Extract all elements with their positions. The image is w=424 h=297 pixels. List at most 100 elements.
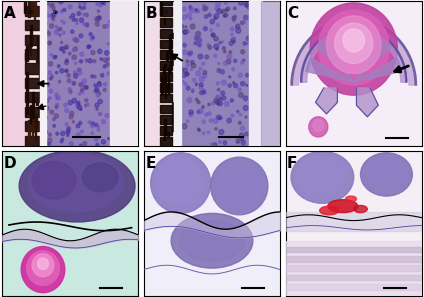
Ellipse shape	[367, 157, 405, 189]
Circle shape	[91, 50, 95, 55]
Circle shape	[52, 18, 55, 20]
Bar	[167, 132, 169, 136]
Circle shape	[47, 14, 50, 17]
Circle shape	[49, 89, 53, 93]
Bar	[39, 60, 40, 78]
Circle shape	[89, 33, 92, 36]
Circle shape	[220, 70, 223, 73]
Circle shape	[197, 101, 200, 104]
Circle shape	[56, 27, 60, 31]
Circle shape	[335, 23, 373, 64]
Bar	[172, 118, 174, 131]
Circle shape	[241, 61, 244, 64]
Ellipse shape	[19, 150, 135, 222]
Circle shape	[213, 118, 218, 123]
Circle shape	[204, 27, 207, 31]
Circle shape	[186, 60, 189, 63]
Circle shape	[202, 7, 206, 11]
Bar	[160, 7, 173, 16]
Bar	[173, 54, 175, 65]
Circle shape	[67, 73, 70, 77]
Bar	[30, 105, 31, 123]
Circle shape	[75, 62, 77, 64]
Circle shape	[187, 51, 192, 56]
Circle shape	[239, 93, 243, 97]
Circle shape	[93, 75, 96, 78]
Circle shape	[204, 15, 208, 18]
Circle shape	[27, 251, 59, 285]
Bar	[31, 0, 33, 12]
Circle shape	[190, 8, 192, 10]
Circle shape	[238, 88, 241, 92]
Circle shape	[97, 129, 100, 131]
Circle shape	[47, 41, 51, 45]
Circle shape	[189, 110, 193, 114]
Circle shape	[181, 30, 183, 32]
Circle shape	[195, 10, 198, 13]
Circle shape	[223, 61, 227, 66]
Polygon shape	[357, 88, 378, 117]
Circle shape	[202, 74, 207, 78]
Bar	[32, 116, 34, 132]
Circle shape	[181, 80, 184, 83]
Wedge shape	[301, 26, 407, 82]
Circle shape	[230, 27, 234, 31]
Circle shape	[245, 73, 249, 77]
Circle shape	[237, 141, 239, 144]
Circle shape	[247, 5, 250, 9]
Circle shape	[202, 120, 205, 124]
Circle shape	[78, 70, 82, 75]
Circle shape	[87, 45, 90, 48]
Circle shape	[56, 96, 58, 99]
Bar	[160, 29, 173, 37]
Circle shape	[241, 50, 245, 54]
Circle shape	[105, 61, 107, 63]
Circle shape	[246, 42, 248, 45]
Circle shape	[46, 143, 49, 146]
Circle shape	[197, 128, 200, 131]
Circle shape	[221, 91, 225, 95]
Circle shape	[76, 23, 78, 25]
Bar	[42, 22, 44, 35]
Bar	[172, 33, 174, 38]
Circle shape	[21, 247, 65, 293]
Circle shape	[53, 13, 56, 17]
Circle shape	[198, 54, 203, 59]
Circle shape	[83, 1, 86, 5]
Circle shape	[183, 43, 186, 47]
Bar	[171, 102, 173, 122]
Circle shape	[107, 43, 109, 45]
Circle shape	[239, 0, 243, 5]
Circle shape	[185, 26, 187, 28]
Circle shape	[189, 113, 192, 117]
Bar	[28, 120, 30, 145]
Ellipse shape	[346, 196, 357, 202]
Circle shape	[223, 141, 227, 145]
Circle shape	[212, 102, 215, 105]
Circle shape	[202, 105, 204, 108]
Circle shape	[98, 113, 100, 115]
Circle shape	[88, 121, 91, 124]
Circle shape	[77, 101, 80, 105]
Circle shape	[99, 113, 102, 116]
Circle shape	[68, 88, 71, 91]
Circle shape	[230, 99, 234, 102]
Circle shape	[45, 130, 47, 134]
Circle shape	[240, 81, 245, 86]
Circle shape	[49, 97, 51, 99]
Bar	[26, 72, 28, 99]
Circle shape	[184, 82, 187, 85]
Circle shape	[38, 258, 48, 270]
Circle shape	[65, 47, 67, 49]
Circle shape	[96, 17, 99, 20]
Circle shape	[182, 15, 187, 20]
Text: Ch: Ch	[163, 10, 170, 15]
Wedge shape	[306, 58, 354, 82]
Circle shape	[83, 3, 85, 5]
Circle shape	[45, 23, 47, 25]
Circle shape	[187, 13, 191, 18]
Bar	[160, 126, 173, 135]
Circle shape	[214, 17, 216, 20]
Circle shape	[50, 24, 54, 28]
Circle shape	[85, 23, 89, 27]
